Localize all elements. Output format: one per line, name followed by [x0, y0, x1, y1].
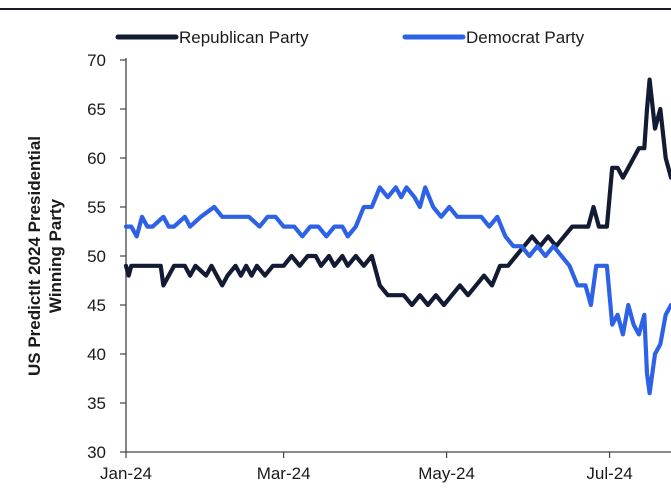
- y-ticks: 30 35 40 45 50 55 60 65 70: [87, 51, 126, 462]
- y-tick-label: 30: [87, 443, 106, 462]
- y-axis-label: US PredictIt 2024 Presidential Winning Pa…: [25, 136, 65, 376]
- x-tick-label: Mar-24: [257, 464, 311, 483]
- legend: Republican Party Democrat Party: [115, 28, 585, 47]
- y-tick-label: 45: [87, 296, 106, 315]
- y-axis-label-line: Winning Party: [46, 198, 65, 313]
- x-tick-label: May-24: [418, 464, 475, 483]
- y-tick-label: 65: [87, 100, 106, 119]
- x-tick-label: Jan-24: [100, 464, 152, 483]
- y-tick-label: 40: [87, 345, 106, 364]
- top-rule: [0, 8, 671, 10]
- series-line-democrat: [123, 185, 671, 396]
- y-tick-label: 35: [87, 394, 106, 413]
- legend-label: Democrat Party: [466, 28, 585, 47]
- y-tick-label: 70: [87, 51, 106, 70]
- series-line-republican: [123, 77, 671, 308]
- x-ticks: Jan-24 Mar-24 May-24 Jul-24: [100, 452, 633, 483]
- y-axis-label-line: US PredictIt 2024 Presidential: [25, 136, 44, 376]
- y-tick-label: 50: [87, 247, 106, 266]
- y-tick-label: 55: [87, 198, 106, 217]
- x-tick-label: Jul-24: [586, 464, 632, 483]
- y-tick-label: 60: [87, 149, 106, 168]
- axes: [125, 58, 671, 453]
- legend-label: Republican Party: [179, 28, 309, 47]
- series-layer: [123, 77, 671, 396]
